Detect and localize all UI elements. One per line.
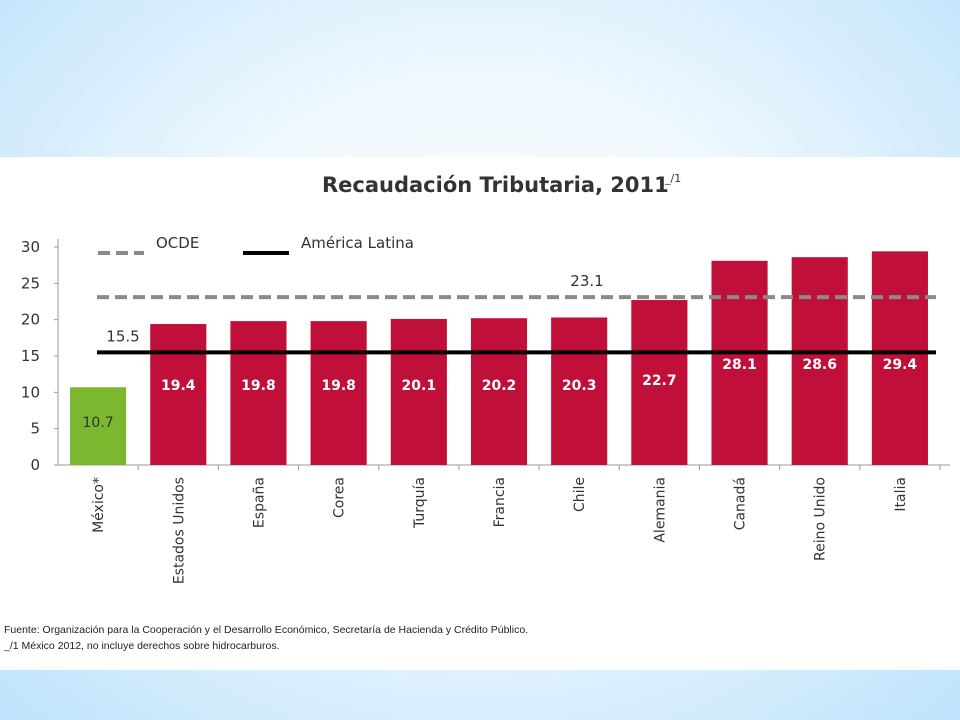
bar [70,387,127,465]
x-tick-label: Chile [572,477,588,512]
y-tick-label: 5 [30,420,40,438]
data-label: 28.1 [722,357,757,373]
legend-label: OCDE [156,234,199,252]
bar [871,251,928,465]
bar [791,257,848,465]
footnote-note: _/1 México 2012, no incluye derechos sob… [3,640,280,652]
data-label: 22.7 [642,373,677,389]
reference-lines: 23.1 15.5 [97,272,936,355]
chart-panel: Recaudación Tributaria, 2011 _/1 0 5 10 15 2… [0,157,960,670]
x-tick-label: Turquía [412,477,428,529]
bar [631,300,688,465]
y-tick-label: 0 [30,456,40,474]
x-tick-label: Corea [332,477,348,518]
reference-line-label: 23.1 [570,272,603,290]
data-label: 20.3 [562,378,597,394]
x-tick-label: Alemania [652,477,668,543]
bar [711,260,768,465]
data-label: 20.1 [402,378,437,394]
reference-line-label: 15.5 [106,327,139,345]
y-axis: 0 5 10 15 20 25 30 [21,238,59,474]
y-tick-label: 10 [21,383,40,401]
data-label: 19.4 [161,378,196,394]
bar [230,321,287,465]
bar [551,317,608,465]
bar-chart: Recaudación Tributaria, 2011 _/1 0 5 10 15 2… [3,172,950,652]
data-label: 29.4 [883,357,918,373]
x-axis: México* Estados Unidos España Corea Turquía F… [58,464,950,584]
data-label: 28.6 [802,357,837,373]
chart-title-superscript: _/1 [664,172,681,185]
x-tick-label: Estados Unidos [171,477,187,584]
data-label: 20.2 [482,378,517,394]
bar [390,318,447,465]
footnote-source: Fuente: Organización para la Cooperación… [4,624,528,636]
y-tick-label: 15 [21,347,40,365]
legend-label: América Latina [301,234,414,252]
y-tick-label: 25 [21,274,40,292]
bar [310,321,367,465]
x-tick-label: México* [91,477,107,533]
x-tick-label: Canadá [733,477,749,530]
x-tick-label: España [251,477,267,528]
data-label: 10.7 [83,415,114,431]
x-tick-label: Francia [492,477,508,527]
bar [470,318,528,465]
legend: OCDE América Latina [98,234,414,255]
y-tick-label: 20 [21,311,40,329]
x-tick-label: Reino Unido [813,477,829,561]
data-label: 19.8 [321,378,356,394]
bar [150,324,207,465]
y-tick-label: 30 [21,238,40,256]
bars-group: 10.7 19.4 19.8 19.8 20.1 20.2 20.3 22.7 28.1 28.6… [70,251,928,465]
x-tick-label: Italia [893,477,909,512]
chart-title: Recaudación Tributaria, 2011 [322,173,669,197]
data-label: 19.8 [241,378,276,394]
